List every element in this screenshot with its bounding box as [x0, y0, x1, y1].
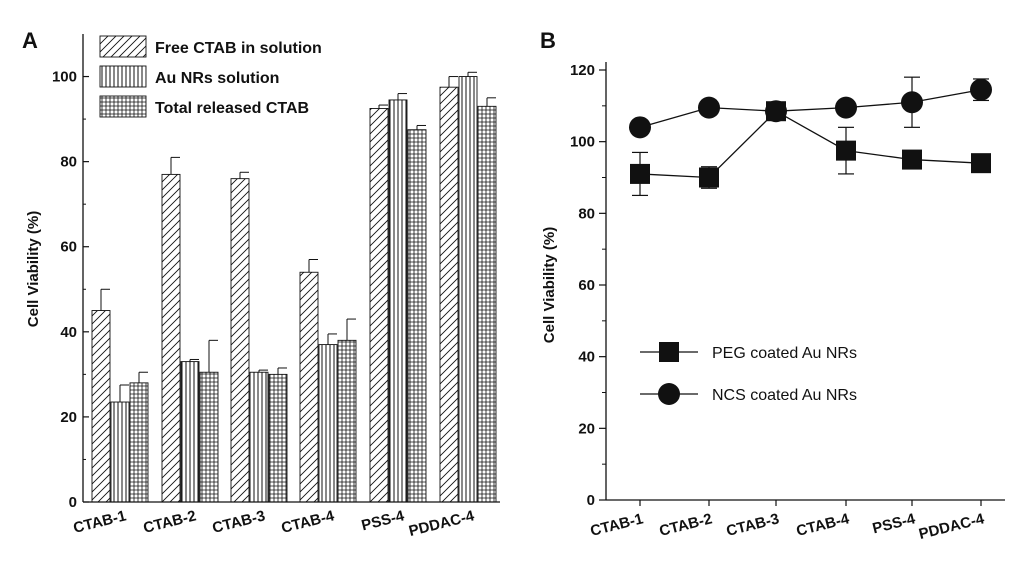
- panel-a-letter: A: [22, 28, 38, 53]
- point-circle-ctab-4: [835, 96, 857, 119]
- bar-grid-ctab-1: [129, 382, 149, 503]
- panel-b-category-label: CTAB-3: [725, 510, 781, 540]
- panel-a-y-tick-label: 80: [60, 154, 77, 171]
- panel-b-category-label: CTAB-1: [589, 510, 645, 540]
- legend-swatch-grid: [99, 95, 147, 118]
- panel-b-category-label: PSS-4: [871, 510, 918, 537]
- panel-a-bars: [91, 71, 497, 503]
- panel-b-y-tick-label: 20: [578, 420, 595, 437]
- panel-b-y-ticks: 0 20 40 60 80 100 120: [570, 62, 606, 509]
- bar-grid-pss-4: [407, 129, 427, 503]
- panel-a-axes: [82, 34, 500, 503]
- panel-b-axes: [605, 62, 1005, 506]
- bar-grid-ctab-2: [199, 371, 219, 503]
- series-line-circle: [639, 89, 982, 128]
- panel-a-category-label: CTAB-2: [142, 507, 198, 537]
- series-line-square: [639, 110, 982, 179]
- legend-label: Total released CTAB: [155, 100, 309, 117]
- legend-marker-circle: [658, 383, 680, 405]
- bar-grid-ctab-3: [268, 373, 288, 503]
- panel-a-category-label: PSS-4: [360, 507, 407, 534]
- bar-vertical-ctab-1: [110, 401, 130, 503]
- bar-grid-pddac-4: [477, 105, 497, 503]
- panel-a-category-labels: CTAB-1 CTAB-2 CTAB-3 CTAB-4 PSS-4 PDDAC-4: [72, 507, 477, 540]
- bar-vertical-ctab-3: [249, 371, 269, 503]
- legend-label: Free CTAB in solution: [155, 40, 322, 57]
- panel-a-y-axis-label: Cell Viability (%): [25, 211, 42, 327]
- bar-diagonal-ctab-4: [299, 271, 319, 503]
- point-circle-ctab-2: [698, 96, 720, 119]
- bar-vertical-ctab-2: [180, 361, 200, 503]
- point-square-ctab-4: [836, 140, 856, 161]
- bar-vertical-ctab-4: [318, 344, 338, 503]
- point-circle-ctab-1: [629, 116, 651, 139]
- panel-a-category-label: CTAB-1: [72, 507, 128, 537]
- panel-a-y-ticks: 0 20 40 60 80 100: [52, 69, 89, 511]
- legend-marker-square: [659, 342, 679, 362]
- legend-label: PEG coated Au NRs: [712, 345, 857, 362]
- panel-b-letter: B: [540, 28, 556, 53]
- legend-label: NCS coated Au NRs: [712, 387, 857, 404]
- panel-b-category-label: CTAB-2: [658, 510, 714, 540]
- bar-vertical-pddac-4: [458, 76, 478, 503]
- bar-vertical-pss-4: [388, 99, 408, 503]
- bar-grid-ctab-4: [337, 339, 357, 503]
- panel-a-category-label: PDDAC-4: [407, 507, 476, 540]
- panel-b: B Cell Viability (%) 0 20 40 60 80 100 120 CTA…: [540, 28, 1005, 543]
- legend-swatch-diagonal: [99, 35, 147, 58]
- panel-a-category-label: CTAB-4: [280, 507, 337, 537]
- bar-diagonal-ctab-2: [161, 173, 181, 503]
- point-circle-pddac-4: [970, 78, 992, 101]
- panel-b-series: [629, 76, 992, 197]
- panel-a-y-tick-label: 0: [69, 494, 77, 511]
- point-square-pddac-4: [971, 153, 991, 174]
- panel-b-y-axis-label: Cell Viability (%): [541, 227, 558, 343]
- panel-a-y-tick-label: 40: [60, 324, 77, 341]
- panel-b-y-tick-label: 120: [570, 62, 595, 79]
- panel-a-category-label: CTAB-3: [211, 507, 267, 537]
- panel-b-category-label: PDDAC-4: [917, 510, 986, 543]
- point-square-ctab-2: [699, 167, 719, 188]
- panel-a: A Cell Viability (%) 0 20 40 60 80 100 CTAB-1…: [22, 28, 500, 540]
- panel-a-y-tick-label: 100: [52, 69, 77, 86]
- legend-swatch-vertical: [99, 65, 147, 88]
- point-circle-ctab-3: [765, 100, 787, 123]
- bar-diagonal-pddac-4: [439, 86, 459, 503]
- bar-diagonal-ctab-1: [91, 310, 111, 503]
- panel-b-y-tick-label: 60: [578, 277, 595, 294]
- panel-a-y-tick-label: 20: [60, 409, 77, 426]
- panel-b-legend: PEG coated Au NRs NCS coated Au NRs: [640, 342, 857, 405]
- panel-b-y-tick-label: 100: [570, 134, 595, 151]
- point-circle-pss-4: [901, 91, 923, 114]
- point-square-pss-4: [902, 149, 922, 170]
- bar-diagonal-ctab-3: [230, 178, 250, 503]
- panel-b-y-tick-label: 80: [578, 205, 595, 222]
- panel-b-y-tick-label: 40: [578, 349, 595, 366]
- panel-b-y-tick-label: 0: [587, 492, 595, 509]
- panel-a-y-tick-label: 60: [60, 239, 77, 256]
- legend-label: Au NRs solution: [155, 70, 279, 87]
- panel-b-category-labels: CTAB-1 CTAB-2 CTAB-3 CTAB-4 PSS-4 PDDAC-4: [589, 510, 987, 543]
- panel-a-legend: Free CTAB in solution Au NRs solution Tota…: [99, 35, 322, 118]
- panel-b-category-label: CTAB-4: [795, 510, 852, 540]
- point-square-ctab-1: [630, 163, 650, 184]
- bar-diagonal-pss-4: [369, 108, 389, 503]
